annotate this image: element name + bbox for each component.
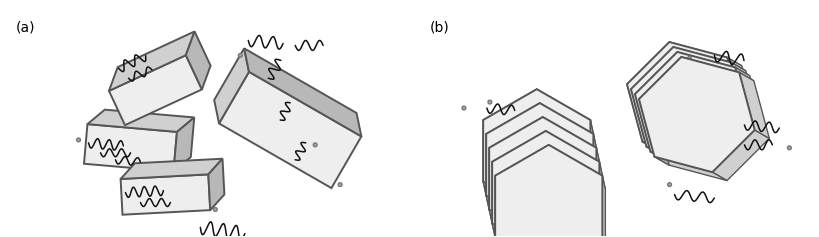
- Polygon shape: [627, 42, 684, 93]
- Circle shape: [462, 106, 466, 110]
- Polygon shape: [174, 118, 194, 172]
- Polygon shape: [486, 196, 543, 237]
- Polygon shape: [495, 145, 552, 190]
- Polygon shape: [549, 145, 605, 190]
- Circle shape: [77, 138, 80, 142]
- Polygon shape: [495, 176, 498, 237]
- Polygon shape: [669, 42, 742, 66]
- Polygon shape: [740, 72, 769, 138]
- Polygon shape: [654, 157, 727, 181]
- Polygon shape: [88, 110, 194, 132]
- Polygon shape: [627, 84, 657, 150]
- Polygon shape: [109, 32, 195, 91]
- Polygon shape: [536, 89, 594, 134]
- Polygon shape: [486, 103, 543, 148]
- Polygon shape: [540, 196, 596, 237]
- Polygon shape: [681, 57, 753, 81]
- Polygon shape: [489, 117, 596, 237]
- Polygon shape: [215, 48, 249, 123]
- Polygon shape: [639, 57, 754, 172]
- Polygon shape: [208, 159, 224, 210]
- Polygon shape: [708, 125, 765, 176]
- Circle shape: [238, 54, 242, 57]
- Polygon shape: [545, 131, 602, 176]
- Polygon shape: [594, 134, 596, 210]
- Text: (a): (a): [16, 21, 35, 35]
- Polygon shape: [489, 148, 492, 223]
- Circle shape: [667, 183, 672, 187]
- Polygon shape: [677, 52, 750, 76]
- Polygon shape: [731, 62, 762, 128]
- Polygon shape: [492, 162, 495, 237]
- Polygon shape: [483, 120, 486, 196]
- Polygon shape: [727, 57, 758, 123]
- Polygon shape: [483, 89, 540, 134]
- Circle shape: [338, 183, 342, 187]
- Polygon shape: [120, 159, 223, 179]
- Polygon shape: [635, 52, 751, 167]
- Polygon shape: [635, 52, 692, 103]
- Polygon shape: [673, 47, 746, 71]
- Polygon shape: [627, 42, 743, 157]
- Polygon shape: [486, 134, 489, 210]
- Circle shape: [688, 56, 691, 60]
- Polygon shape: [700, 115, 758, 166]
- Polygon shape: [545, 223, 602, 237]
- Polygon shape: [492, 223, 549, 237]
- Polygon shape: [631, 89, 661, 155]
- Polygon shape: [642, 142, 715, 166]
- Polygon shape: [120, 174, 210, 215]
- Polygon shape: [704, 120, 762, 171]
- Polygon shape: [536, 182, 594, 226]
- Polygon shape: [602, 176, 605, 237]
- Polygon shape: [639, 57, 696, 108]
- Circle shape: [787, 146, 791, 150]
- Polygon shape: [631, 47, 747, 162]
- Polygon shape: [646, 147, 719, 171]
- Polygon shape: [713, 130, 769, 181]
- Polygon shape: [244, 48, 361, 137]
- Polygon shape: [492, 131, 549, 176]
- Polygon shape: [483, 182, 540, 226]
- Polygon shape: [492, 131, 600, 237]
- Circle shape: [313, 143, 317, 147]
- Polygon shape: [489, 117, 545, 162]
- Polygon shape: [486, 103, 594, 226]
- Polygon shape: [540, 103, 596, 148]
- Polygon shape: [635, 94, 665, 160]
- Polygon shape: [735, 67, 765, 133]
- Polygon shape: [543, 117, 600, 162]
- Circle shape: [523, 183, 527, 187]
- Polygon shape: [596, 148, 600, 223]
- Polygon shape: [543, 210, 600, 237]
- Polygon shape: [219, 72, 361, 188]
- Polygon shape: [495, 145, 602, 237]
- Polygon shape: [489, 210, 545, 237]
- Polygon shape: [186, 32, 210, 89]
- Circle shape: [488, 100, 491, 104]
- Polygon shape: [483, 89, 590, 212]
- Polygon shape: [631, 47, 688, 98]
- Polygon shape: [650, 152, 723, 176]
- Polygon shape: [600, 162, 602, 237]
- Polygon shape: [109, 55, 202, 125]
- Circle shape: [214, 208, 217, 211]
- Polygon shape: [639, 99, 669, 165]
- Polygon shape: [590, 120, 594, 196]
- Polygon shape: [84, 124, 177, 172]
- Text: (b): (b): [430, 21, 450, 35]
